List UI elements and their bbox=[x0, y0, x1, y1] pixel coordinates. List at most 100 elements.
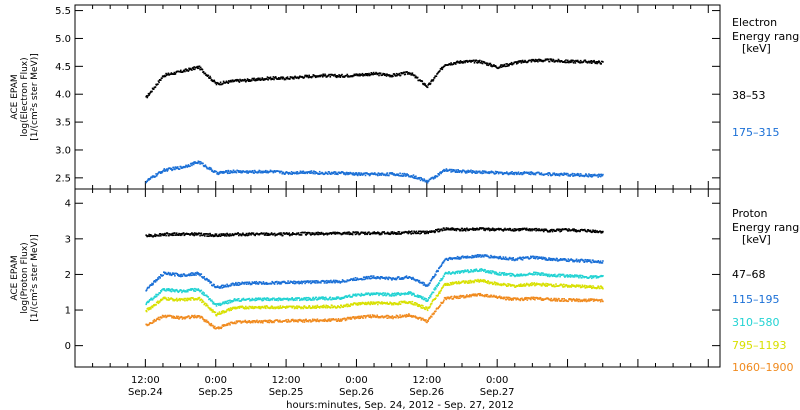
proton-point bbox=[381, 292, 384, 295]
proton-point bbox=[542, 272, 544, 275]
proton-point bbox=[601, 262, 604, 264]
proton-point bbox=[453, 271, 455, 274]
proton-point bbox=[549, 230, 551, 233]
proton-point bbox=[423, 282, 425, 284]
proton-point bbox=[437, 270, 439, 272]
proton-point bbox=[453, 229, 456, 231]
electron-point bbox=[510, 61, 513, 64]
proton-point bbox=[200, 298, 203, 301]
proton-point bbox=[464, 255, 466, 258]
electron-point bbox=[391, 75, 393, 78]
proton-point bbox=[293, 307, 296, 310]
proton-point bbox=[325, 282, 327, 284]
proton-point bbox=[535, 227, 538, 230]
proton-point bbox=[545, 274, 547, 277]
electron-point bbox=[174, 168, 176, 171]
proton-point bbox=[297, 232, 300, 234]
proton-point bbox=[215, 234, 217, 237]
electron-point bbox=[267, 79, 269, 81]
electron-point bbox=[409, 176, 412, 178]
proton-point bbox=[152, 305, 154, 307]
proton-point bbox=[190, 316, 193, 319]
proton-point bbox=[455, 228, 457, 230]
electron-point bbox=[398, 174, 401, 177]
electron-point bbox=[547, 172, 549, 175]
electron-point bbox=[256, 172, 259, 174]
proton-point bbox=[555, 259, 557, 262]
proton-point bbox=[438, 228, 440, 230]
proton-point bbox=[455, 281, 458, 283]
proton-point bbox=[449, 258, 452, 260]
electron-point bbox=[208, 168, 210, 170]
electron-point bbox=[395, 75, 397, 77]
proton-point bbox=[212, 302, 214, 305]
proton-point bbox=[257, 282, 260, 285]
electron-point bbox=[172, 166, 175, 169]
proton-point bbox=[373, 293, 376, 295]
proton-point bbox=[192, 272, 194, 275]
proton-point bbox=[432, 276, 434, 278]
proton-point bbox=[278, 307, 281, 309]
proton-point bbox=[180, 234, 182, 237]
electron-point bbox=[197, 65, 200, 68]
electron-point bbox=[503, 63, 506, 66]
electron-point bbox=[554, 173, 556, 175]
electron-point bbox=[475, 170, 478, 172]
proton-point bbox=[409, 231, 411, 234]
proton-point bbox=[237, 281, 239, 284]
proton-point bbox=[375, 293, 377, 295]
electron-point bbox=[367, 73, 370, 76]
proton-point bbox=[368, 276, 370, 278]
proton-point bbox=[478, 270, 480, 272]
electron-data bbox=[145, 58, 604, 184]
electron-point bbox=[246, 170, 249, 172]
electron-point bbox=[209, 77, 212, 79]
proton-point bbox=[233, 298, 236, 300]
electron-point bbox=[404, 175, 407, 177]
proton-point bbox=[153, 235, 156, 237]
proton-point bbox=[547, 283, 549, 285]
proton-point bbox=[348, 305, 350, 308]
electron-point bbox=[145, 95, 148, 97]
proton-point bbox=[374, 302, 377, 305]
proton-point bbox=[536, 256, 539, 258]
proton-point bbox=[145, 289, 148, 291]
proton-point bbox=[528, 272, 531, 274]
proton-point bbox=[470, 280, 472, 283]
proton-point bbox=[189, 317, 191, 320]
proton-point bbox=[544, 283, 546, 286]
proton-point bbox=[572, 260, 574, 263]
proton-point bbox=[261, 305, 264, 308]
electron-point bbox=[257, 171, 260, 174]
proton-point bbox=[555, 283, 557, 285]
proton-point bbox=[300, 234, 303, 236]
proton-point bbox=[175, 232, 178, 234]
electron-point bbox=[598, 60, 601, 63]
proton-point bbox=[530, 284, 533, 287]
electron-point bbox=[297, 76, 299, 78]
proton-point bbox=[546, 229, 548, 232]
proton-point bbox=[574, 229, 576, 231]
proton-point bbox=[301, 299, 303, 301]
electron-point bbox=[423, 179, 426, 181]
proton-point bbox=[523, 284, 525, 287]
electron-point bbox=[347, 76, 349, 78]
electron-point bbox=[252, 77, 254, 80]
proton-point bbox=[163, 271, 166, 274]
proton-point bbox=[369, 233, 371, 236]
proton-point bbox=[427, 232, 429, 235]
electron-point bbox=[477, 60, 479, 62]
proton-point bbox=[490, 255, 493, 258]
proton-point bbox=[209, 298, 211, 300]
proton-point bbox=[480, 227, 482, 229]
proton-point bbox=[588, 286, 591, 288]
proton-point bbox=[521, 228, 523, 231]
proton-point bbox=[399, 278, 402, 280]
proton-point bbox=[555, 230, 557, 232]
proton-point bbox=[520, 274, 522, 277]
electron-point bbox=[510, 171, 512, 174]
proton-point bbox=[194, 314, 196, 317]
proton-point bbox=[392, 302, 394, 305]
proton-point bbox=[221, 302, 224, 305]
proton-point bbox=[151, 298, 154, 301]
